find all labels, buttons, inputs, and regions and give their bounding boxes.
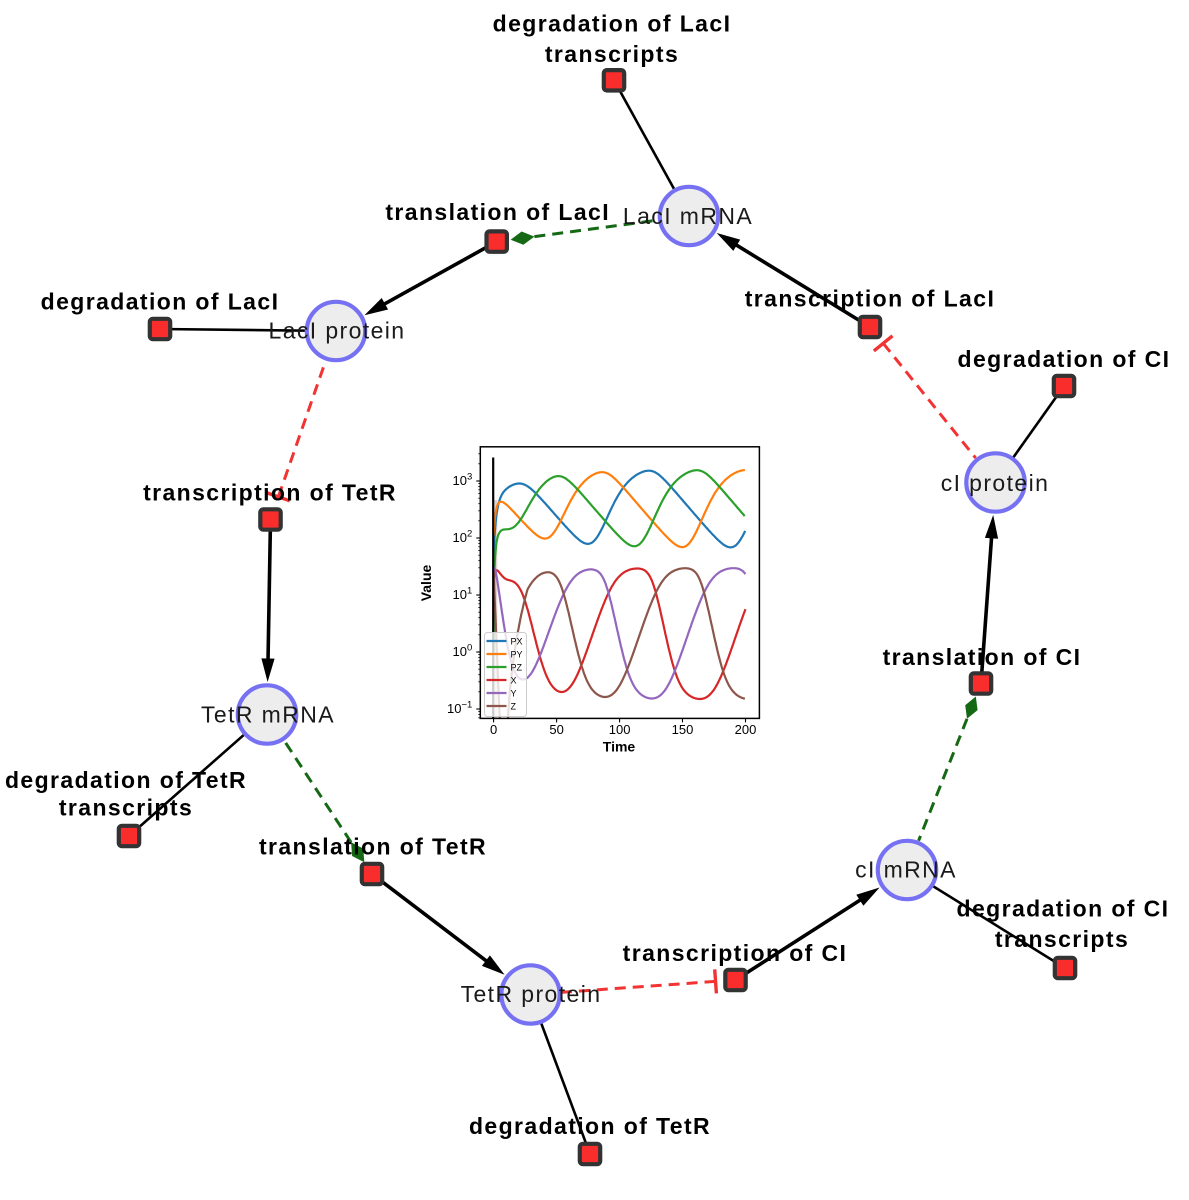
svg-text:100: 100: [609, 722, 631, 737]
svg-text:Time: Time: [603, 739, 636, 755]
svg-text:X: X: [511, 676, 517, 686]
svg-text:cI protein: cI protein: [941, 470, 1050, 496]
svg-text:PZ: PZ: [511, 663, 523, 673]
svg-text:Value: Value: [418, 565, 434, 602]
svg-text:Z: Z: [511, 702, 517, 712]
svg-text:translation of LacI: translation of LacI: [385, 199, 610, 225]
svg-text:transcripts: transcripts: [995, 926, 1129, 952]
svg-text:200: 200: [735, 722, 757, 737]
svg-text:degradation of LacI: degradation of LacI: [41, 289, 280, 315]
svg-text:degradation of TetR: degradation of TetR: [5, 767, 247, 793]
svg-text:PY: PY: [511, 650, 523, 660]
svg-text:PX: PX: [511, 637, 523, 647]
svg-text:translation of TetR: translation of TetR: [259, 834, 487, 860]
svg-text:transcripts: transcripts: [59, 795, 193, 821]
svg-text:0: 0: [490, 722, 497, 737]
svg-text:transcription of TetR: transcription of TetR: [143, 480, 397, 506]
svg-text:LacI mRNA: LacI mRNA: [623, 203, 753, 229]
svg-text:transcription of LacI: transcription of LacI: [745, 286, 995, 312]
svg-text:degradation of CI: degradation of CI: [958, 346, 1171, 372]
svg-text:50: 50: [549, 722, 563, 737]
svg-text:translation of CI: translation of CI: [883, 644, 1082, 670]
svg-text:LacI protein: LacI protein: [269, 318, 406, 344]
svg-text:Y: Y: [511, 689, 517, 699]
svg-text:degradation of TetR: degradation of TetR: [469, 1113, 711, 1139]
svg-text:transcription of CI: transcription of CI: [623, 940, 848, 966]
svg-text:degradation of LacI: degradation of LacI: [493, 11, 732, 37]
svg-text:cI mRNA: cI mRNA: [855, 857, 957, 883]
svg-text:TetR mRNA: TetR mRNA: [201, 702, 335, 728]
svg-text:150: 150: [672, 722, 694, 737]
svg-text:transcripts: transcripts: [545, 41, 679, 67]
svg-text:degradation of CI: degradation of CI: [957, 896, 1170, 922]
svg-text:TetR protein: TetR protein: [461, 981, 602, 1007]
